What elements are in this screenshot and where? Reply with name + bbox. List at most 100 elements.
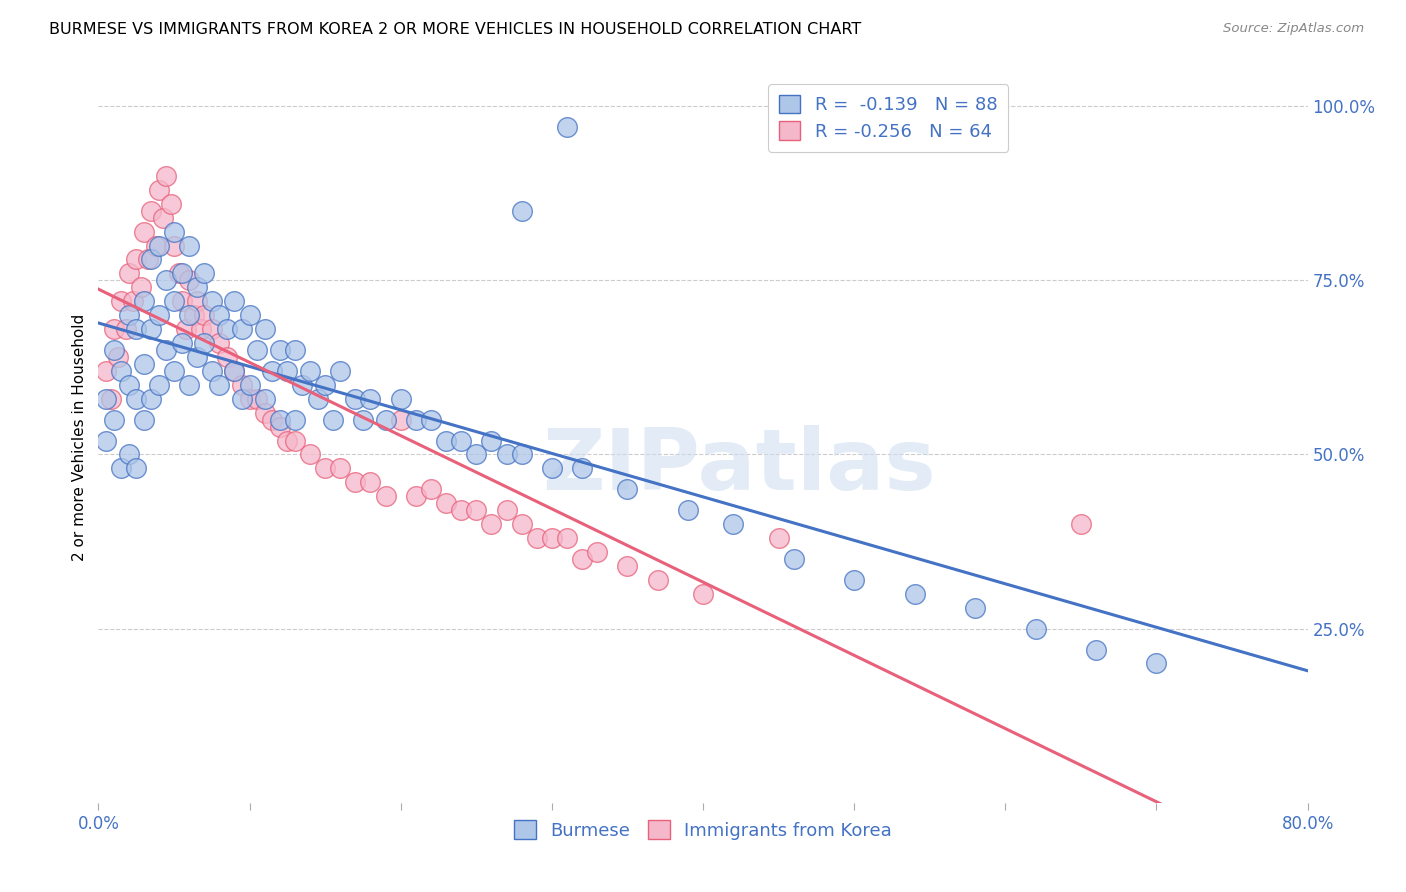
Point (768, 531, 790, 545)
Point (186, 350, 208, 364)
Point (179, 273, 201, 287)
Point (145, 238, 167, 252)
Point (174, 322, 197, 336)
Point (262, 412, 284, 426)
Point (284, 412, 307, 426)
Point (103, 412, 125, 426)
Point (94, 364, 117, 378)
Point (193, 336, 215, 351)
Point (495, 503, 517, 517)
Point (374, 489, 396, 503)
Point (647, 573, 669, 587)
Point (186, 294, 208, 309)
Point (148, 238, 170, 252)
Point (110, 294, 132, 309)
Point (1024, 622, 1046, 636)
Point (314, 461, 336, 475)
Point (224, 364, 246, 378)
Point (481, 517, 503, 532)
Point (94, 392, 117, 406)
Point (495, 448, 517, 462)
Point (284, 434, 307, 448)
Point (904, 587, 927, 601)
Point (125, 252, 148, 267)
Point (510, 517, 533, 532)
Point (360, 392, 382, 406)
Point (322, 412, 344, 426)
Point (450, 434, 472, 448)
Point (299, 364, 322, 378)
Point (465, 448, 488, 462)
Point (167, 266, 190, 280)
Point (269, 419, 291, 434)
Point (571, 552, 593, 566)
Point (352, 412, 374, 426)
Point (510, 203, 533, 218)
Point (183, 308, 205, 322)
Point (94, 434, 117, 448)
Point (148, 183, 170, 197)
Point (155, 169, 177, 183)
Point (148, 308, 170, 322)
Point (510, 448, 533, 462)
Point (100, 392, 122, 406)
Point (389, 412, 412, 426)
Point (239, 308, 262, 322)
Point (965, 600, 987, 615)
Point (540, 531, 562, 545)
Point (163, 225, 186, 239)
Legend: Burmese, Immigrants from Korea: Burmese, Immigrants from Korea (505, 811, 901, 848)
Point (110, 364, 132, 378)
Point (450, 503, 472, 517)
Point (231, 377, 253, 392)
Point (329, 364, 352, 378)
Point (314, 377, 336, 392)
Point (344, 392, 367, 406)
Point (299, 448, 322, 462)
Point (193, 308, 215, 322)
Point (420, 412, 443, 426)
Point (329, 461, 352, 475)
Point (555, 120, 578, 134)
Text: ZIPatlas: ZIPatlas (543, 425, 936, 508)
Point (132, 357, 155, 371)
Point (224, 294, 246, 309)
Point (186, 280, 208, 294)
Point (291, 377, 314, 392)
Point (253, 392, 276, 406)
Point (114, 322, 136, 336)
Point (224, 364, 246, 378)
Point (179, 308, 201, 322)
Point (141, 252, 163, 267)
Point (215, 322, 238, 336)
Point (118, 377, 141, 392)
Point (170, 266, 193, 280)
Point (103, 322, 125, 336)
Point (723, 517, 745, 532)
Text: BURMESE VS IMMIGRANTS FROM KOREA 2 OR MORE VEHICLES IN HOUSEHOLD CORRELATION CHA: BURMESE VS IMMIGRANTS FROM KOREA 2 OR MO… (49, 22, 862, 37)
Point (374, 412, 396, 426)
Point (201, 322, 224, 336)
Point (125, 322, 148, 336)
Point (141, 322, 163, 336)
Point (540, 461, 562, 475)
Point (405, 412, 427, 426)
Point (190, 322, 212, 336)
Point (179, 238, 201, 252)
Point (616, 483, 638, 497)
Point (163, 294, 186, 309)
Point (125, 461, 148, 475)
Point (262, 364, 284, 378)
Point (555, 531, 578, 545)
Point (170, 294, 193, 309)
Point (276, 434, 298, 448)
Point (344, 475, 367, 490)
Point (481, 434, 503, 448)
Point (201, 294, 224, 309)
Point (284, 343, 307, 357)
Point (155, 273, 177, 287)
Point (239, 392, 262, 406)
Point (844, 573, 866, 587)
Point (239, 377, 262, 392)
Point (269, 343, 291, 357)
